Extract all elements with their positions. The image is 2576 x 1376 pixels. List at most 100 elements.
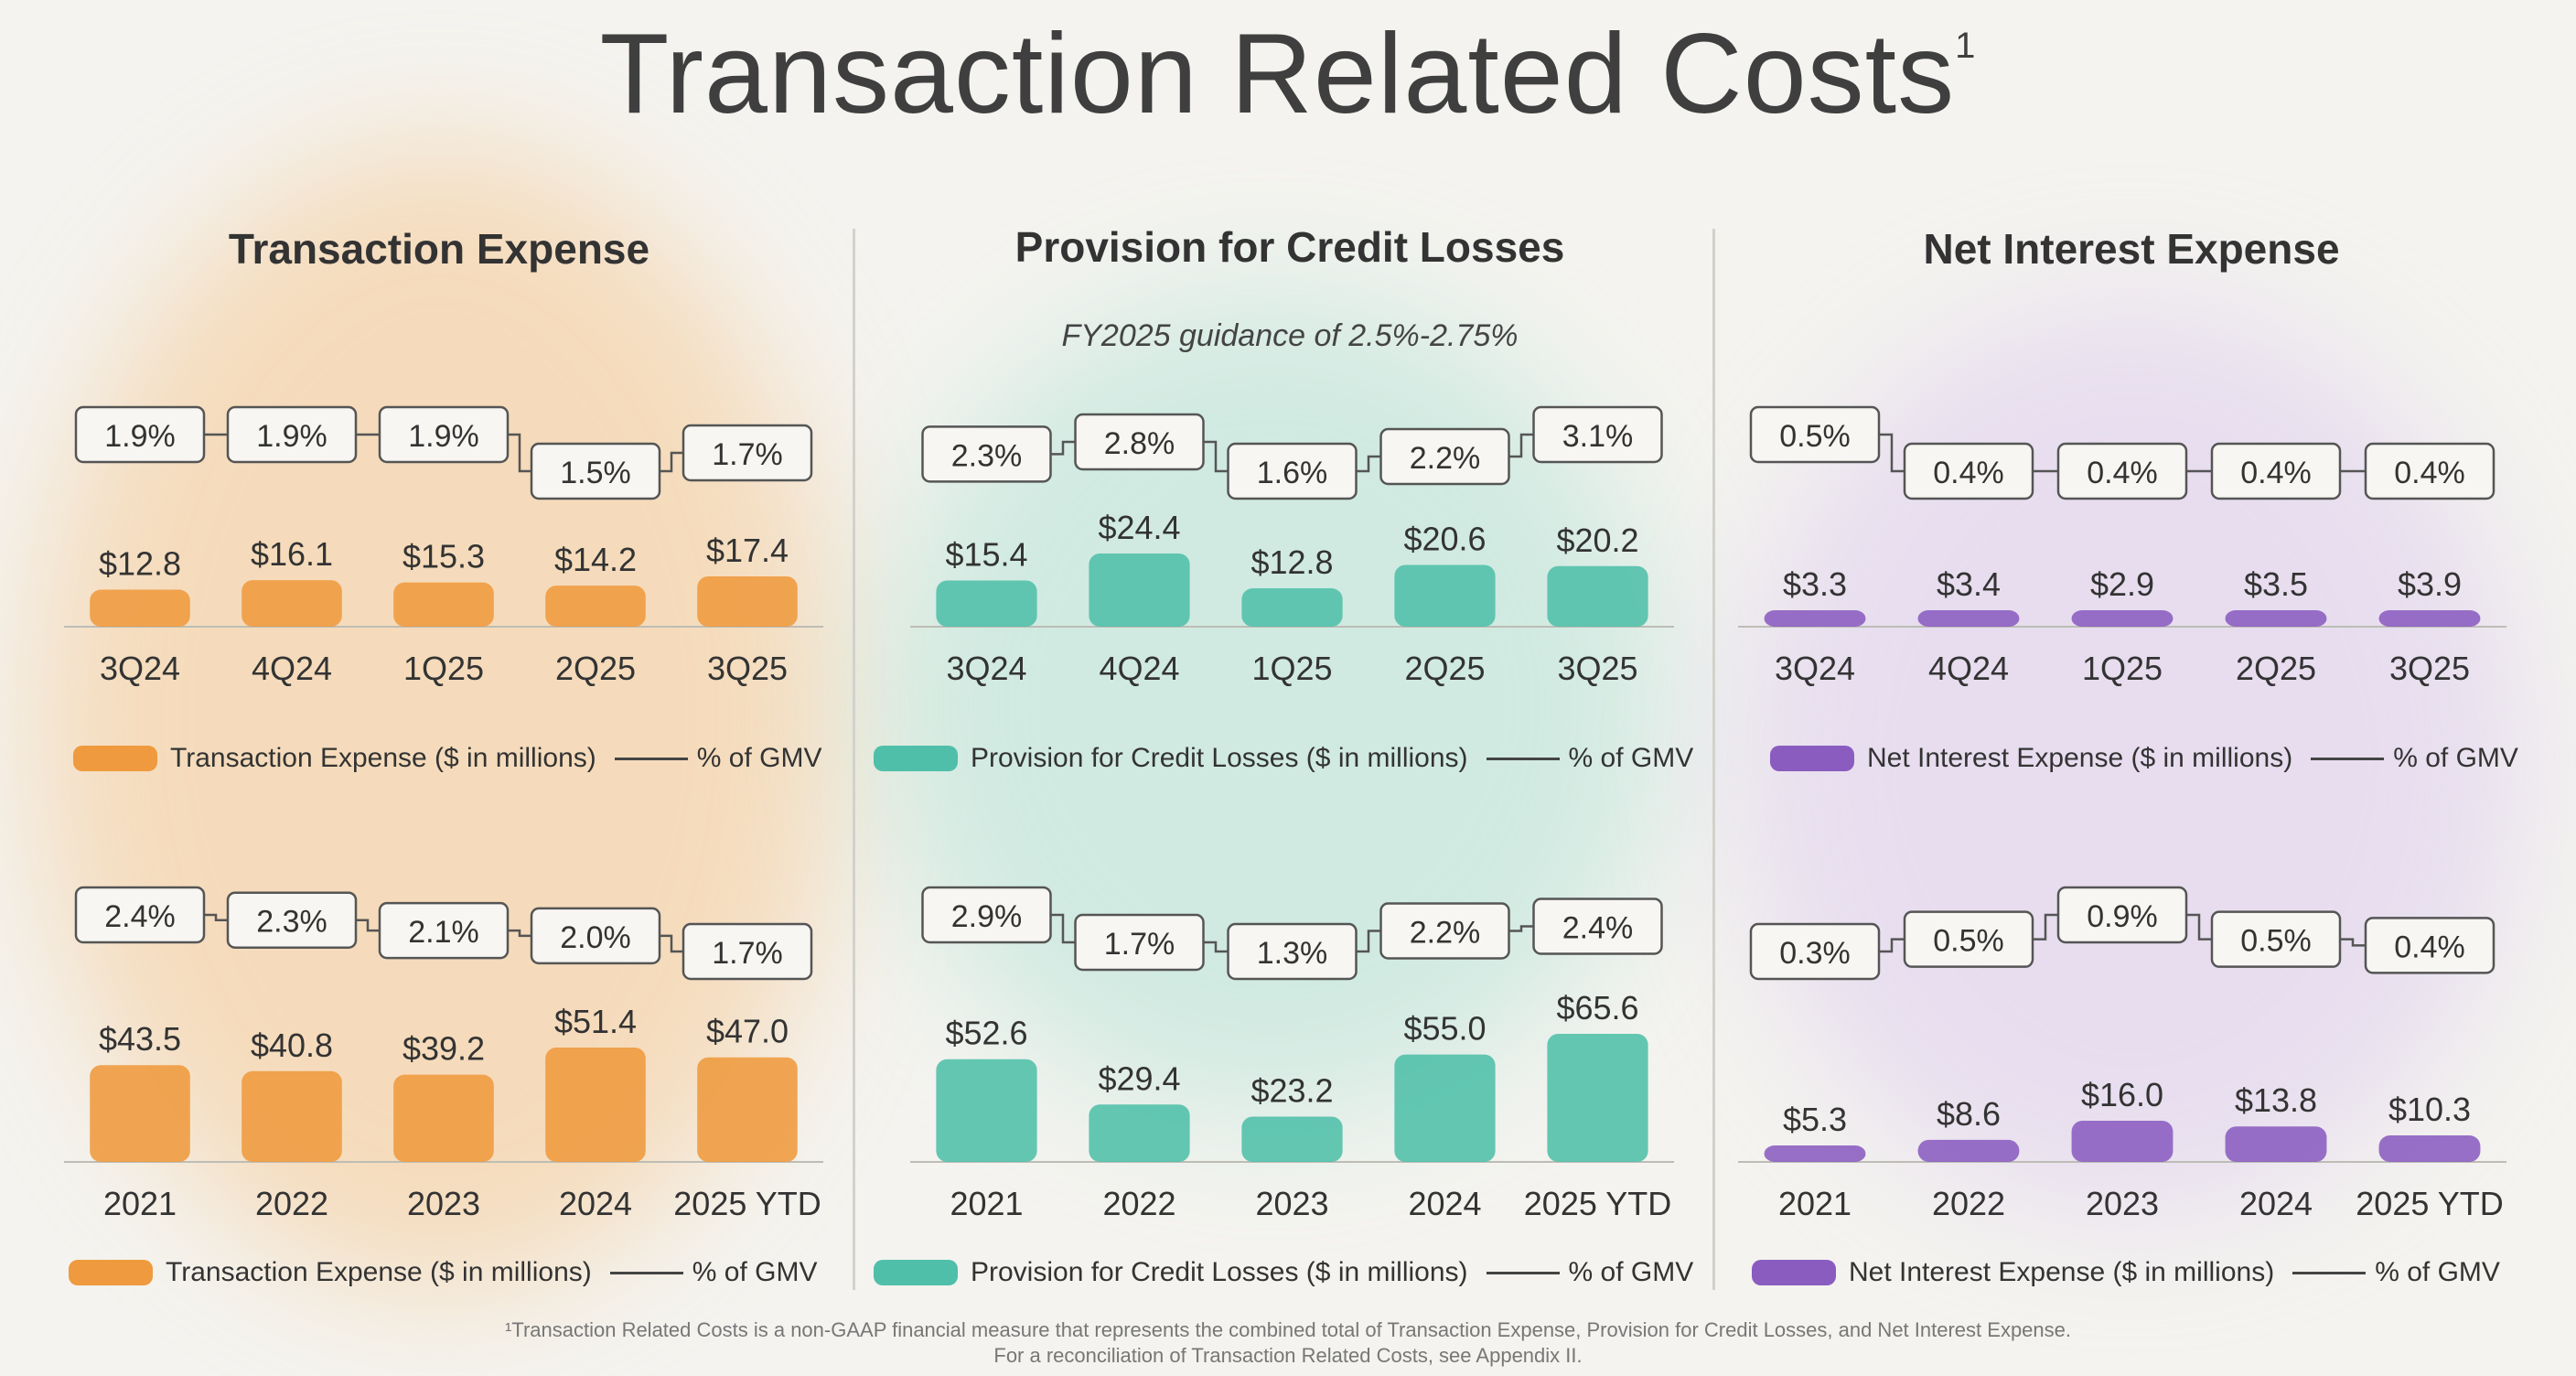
legend-line-label: % of GMV <box>1568 1257 1694 1287</box>
pct-box <box>378 901 510 960</box>
bar <box>1089 554 1190 627</box>
category-label: 3Q24 <box>100 650 180 687</box>
category-label: 2025 YTD <box>673 1185 821 1222</box>
pct-label: 1.9% <box>104 419 176 454</box>
pct-label: 0.5% <box>2240 924 2312 959</box>
pct-label: 2.8% <box>1104 426 1175 461</box>
pct-label: 0.4% <box>2394 930 2465 964</box>
pct-line-segment <box>1879 938 1905 953</box>
pct-label: 2.9% <box>951 899 1023 934</box>
bar <box>1547 565 1648 627</box>
pct-box <box>74 886 206 944</box>
legend-line-label: % of GMV <box>2375 1257 2500 1287</box>
pct-label: 2.4% <box>104 899 176 934</box>
category-label: 2021 <box>1778 1185 1852 1222</box>
pct-box <box>1903 442 2034 500</box>
pct-line-segment <box>508 433 531 473</box>
bar <box>697 1057 798 1162</box>
pct-box <box>682 424 813 482</box>
bar-value-label: $12.8 <box>99 545 181 583</box>
legend-swatch-net-interest <box>1770 746 1854 771</box>
bar-value-label: $17.4 <box>706 532 789 569</box>
category-label: 4Q24 <box>1928 650 2009 687</box>
bar <box>393 582 494 627</box>
bar <box>697 576 798 627</box>
pct-line-segment <box>660 934 683 953</box>
bar <box>936 1059 1037 1162</box>
pct-label: 1.9% <box>256 419 327 454</box>
pct-box <box>1227 922 1358 981</box>
chart-transaction-expense-annual: $43.5 2021 2.4% $40.8 2022 2.3% $39.2 2023 2.1% $… <box>64 886 823 1222</box>
chart-provision-quarterly: $15.4 3Q24 2.3% $24.4 4Q24 2.8% $12.8 1Q25 1.6% $… <box>910 405 1674 687</box>
bar <box>1241 588 1343 627</box>
pct-label: 1.7% <box>1104 927 1175 962</box>
bar-value-label: $3.4 <box>1937 565 2001 603</box>
pct-box <box>530 907 661 965</box>
pct-label: 1.7% <box>712 936 783 971</box>
panel-divider-left <box>853 229 855 1290</box>
pct-line-segment <box>2186 913 2212 941</box>
category-label: 3Q25 <box>707 650 788 687</box>
pct-label: 2.3% <box>951 438 1023 473</box>
pct-label: 1.5% <box>560 456 631 490</box>
bar <box>90 1065 190 1162</box>
pct-label: 1.6% <box>1257 456 1328 490</box>
bar-value-label: $20.2 <box>1556 521 1638 559</box>
pct-label: 0.5% <box>1779 419 1851 454</box>
pct-line-segment <box>356 919 380 932</box>
pct-box <box>1379 427 1510 486</box>
pct-label: 2.2% <box>1410 916 1481 951</box>
legend-net-interest-annual: Net Interest Expense ($ in millions) % o… <box>1752 1257 2500 1288</box>
bar <box>90 589 190 627</box>
category-label: 2024 <box>2239 1185 2313 1222</box>
pct-box <box>226 891 358 949</box>
bar-value-label: $2.9 <box>2090 565 2154 603</box>
pct-label: 2.1% <box>408 915 479 950</box>
pct-label: 0.4% <box>2394 456 2465 490</box>
legend-line-label: % of GMV <box>1568 743 1694 773</box>
pct-box <box>1903 910 2034 968</box>
category-label: 2022 <box>255 1185 328 1222</box>
pct-box <box>682 922 813 981</box>
pct-line-segment <box>1356 930 1381 953</box>
pct-box <box>1227 442 1358 500</box>
bar <box>1394 1054 1496 1162</box>
category-label: 2024 <box>1408 1185 1481 1222</box>
bar-value-label: $3.9 <box>2398 565 2462 603</box>
legend-swatch-provision <box>874 1260 958 1285</box>
pct-line-segment <box>660 451 683 473</box>
bar <box>1764 1145 1866 1162</box>
pct-line-segment <box>1879 433 1905 473</box>
bar-value-label: $14.2 <box>554 541 637 578</box>
bar-value-label: $23.2 <box>1250 1071 1333 1109</box>
bar <box>2071 610 2174 627</box>
category-label: 2022 <box>1102 1185 1175 1222</box>
category-label: 2023 <box>1255 1185 1328 1222</box>
legend-line-swatch <box>2311 757 2385 760</box>
legend-swatch-net-interest <box>1752 1260 1836 1285</box>
category-label: 2025 YTD <box>1524 1185 1671 1222</box>
footnote: ¹Transaction Related Costs is a non-GAAP… <box>0 1317 2576 1369</box>
bar <box>393 1074 494 1162</box>
pct-label: 2.2% <box>1410 441 1481 476</box>
pct-label: 0.4% <box>1933 456 2004 490</box>
legend-bar-label: Provision for Credit Losses ($ in millio… <box>971 743 1468 773</box>
panel-title-net-interest: Net Interest Expense <box>1923 225 2340 273</box>
bar-value-label: $13.8 <box>2235 1081 2317 1119</box>
bar-value-label: $52.6 <box>945 1015 1027 1052</box>
category-label: 3Q25 <box>2389 650 2470 687</box>
bar <box>545 1048 646 1162</box>
pct-label: 0.4% <box>2240 456 2312 490</box>
bar-value-label: $20.6 <box>1403 520 1486 557</box>
pct-box <box>1074 413 1205 471</box>
legend-line-swatch <box>1486 757 1560 760</box>
legend-transaction-expense-annual: Transaction Expense ($ in millions) % of… <box>69 1257 817 1288</box>
pct-line-segment <box>204 913 228 921</box>
pct-box <box>2364 917 2496 974</box>
bar-value-label: $29.4 <box>1098 1059 1180 1097</box>
bar-value-label: $16.1 <box>251 535 333 573</box>
chart-net-interest-quarterly: $3.3 3Q24 0.5% $3.4 4Q24 0.4% $2.9 1Q25 0.4% $3.5… <box>1738 405 2506 687</box>
pct-line-segment <box>1203 440 1229 473</box>
pct-label: 1.7% <box>712 437 783 472</box>
pct-box <box>1532 898 1663 955</box>
